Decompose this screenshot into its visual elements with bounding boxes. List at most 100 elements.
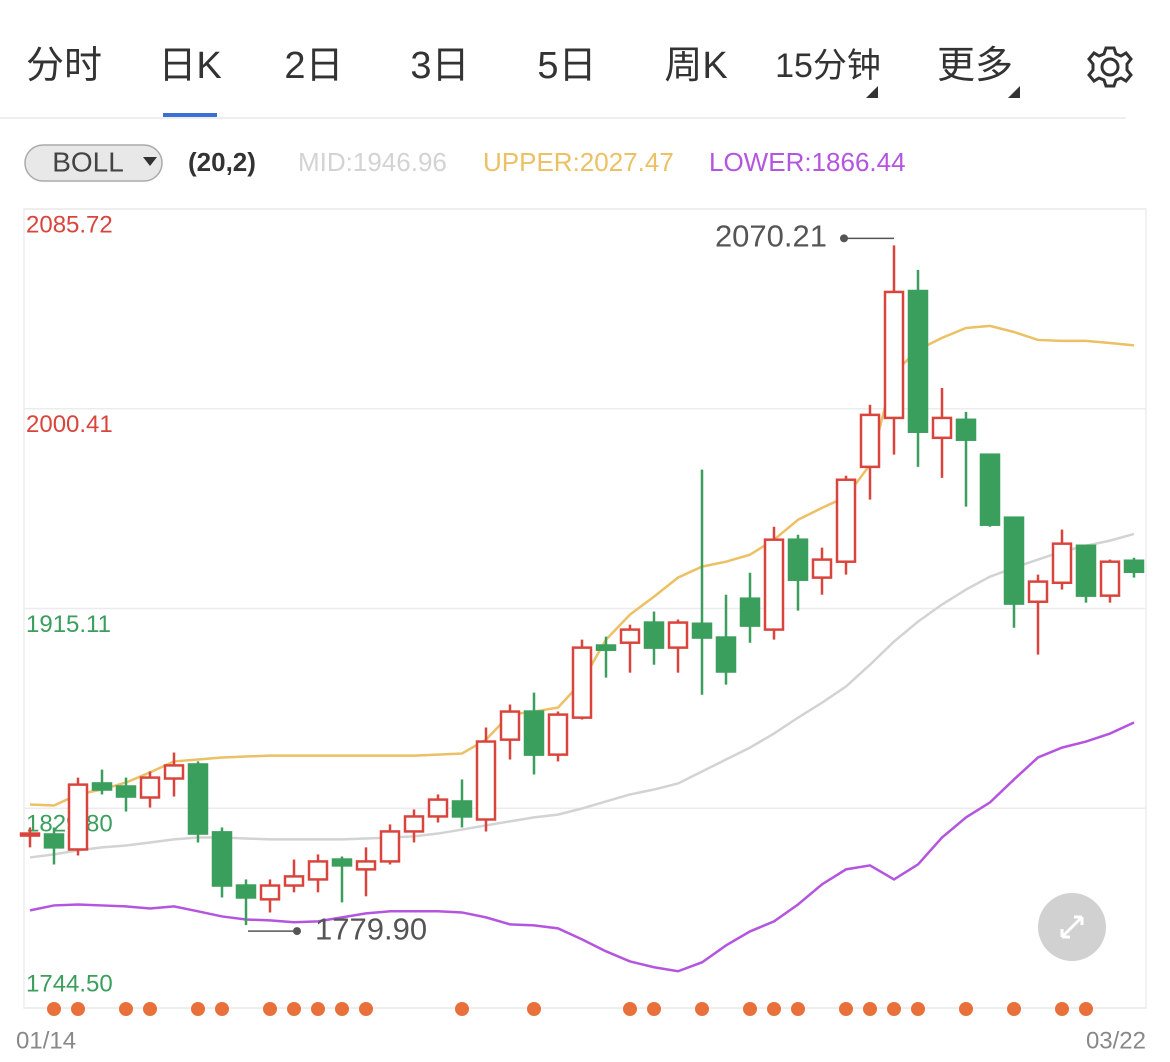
candle-body	[979, 453, 1001, 526]
min-dot	[293, 927, 301, 936]
max-dot	[840, 234, 848, 243]
max-label: 2070.21	[715, 219, 827, 254]
y-tick-label: 1744.50	[26, 970, 113, 997]
x-tick-label: 01/14	[16, 1027, 76, 1054]
candle-body	[523, 710, 545, 756]
candle-body	[379, 830, 401, 863]
candle-body	[955, 418, 977, 441]
y-tick-label: 2085.72	[26, 211, 113, 238]
candle-body	[91, 782, 113, 791]
signal-marker	[527, 1002, 541, 1016]
signal-marker	[191, 1002, 205, 1016]
candle-body	[235, 884, 257, 899]
candle-body	[667, 621, 689, 649]
candle-body	[763, 538, 785, 631]
candle-body	[691, 622, 713, 639]
candle-body	[1051, 542, 1073, 585]
signal-marker	[1055, 1002, 1069, 1016]
candle-body	[451, 800, 473, 818]
legend-entry: MID:1946.96	[298, 147, 447, 177]
tab[interactable]: 更多	[937, 45, 1013, 87]
tab[interactable]: 日K	[158, 45, 221, 87]
boll-line	[29, 721, 1135, 973]
signal-marker	[695, 1002, 709, 1016]
candle-body	[475, 740, 497, 821]
signal-marker	[887, 1002, 901, 1016]
signal-marker	[47, 1002, 61, 1016]
candle-body	[1123, 559, 1145, 574]
candle-body	[211, 831, 233, 887]
signal-marker	[623, 1002, 637, 1016]
signal-marker	[359, 1002, 373, 1016]
candle-body	[115, 785, 137, 798]
signal-marker	[791, 1002, 805, 1016]
signal-marker	[1007, 1002, 1021, 1016]
candle-body	[499, 710, 521, 741]
indicator-selector[interactable]: BOLL	[24, 144, 163, 182]
fullscreen-icon	[1060, 915, 1084, 939]
candle-body	[1099, 560, 1121, 597]
candle-body	[283, 875, 305, 887]
candle-body	[427, 798, 449, 818]
y-tick-label: 2000.41	[26, 411, 113, 438]
signal-marker	[335, 1002, 349, 1016]
gear-center	[1100, 57, 1120, 77]
signal-marker	[767, 1002, 781, 1016]
candle-body	[643, 621, 665, 649]
candle-body	[715, 636, 737, 673]
candle-body	[403, 815, 425, 833]
tab-bar: 分时 日K 2日 3日 5日 周K 15分钟 更多	[26, 45, 1020, 117]
candle-body	[1003, 516, 1025, 605]
candle-body	[739, 597, 761, 627]
candle-body	[883, 290, 905, 420]
fullscreen-button[interactable]	[1038, 893, 1106, 961]
indicator-pill	[24, 144, 163, 182]
candle-body	[307, 860, 329, 881]
indicator-params: (20,2)	[188, 147, 256, 177]
signal-marker	[71, 1002, 85, 1016]
active-tab-underline	[163, 113, 217, 117]
candle-body	[19, 832, 41, 837]
candle-body	[595, 644, 617, 651]
y-tick-label: 1915.11	[26, 611, 111, 638]
tab[interactable]: 15分钟	[775, 47, 881, 85]
candle-body	[259, 884, 281, 901]
candle-body	[931, 416, 953, 440]
x-tick-label: 03/22	[1086, 1027, 1146, 1054]
dropdown-corner	[1008, 86, 1020, 98]
signal-marker	[743, 1002, 757, 1016]
candle-body	[811, 558, 833, 579]
signal-marker	[119, 1002, 133, 1016]
tab[interactable]: 分时	[26, 45, 102, 87]
signal-marker	[143, 1002, 157, 1016]
tab[interactable]: 2日	[284, 45, 343, 87]
candle-body	[859, 413, 881, 469]
signal-marker	[263, 1002, 277, 1016]
legend-entry: LOWER:1866.44	[709, 147, 906, 177]
signal-marker	[287, 1002, 301, 1016]
signal-marker	[959, 1002, 973, 1016]
legend-entry: UPPER:2027.47	[483, 147, 674, 177]
tab[interactable]: 周K	[664, 45, 727, 87]
dropdown-arrow	[143, 157, 157, 166]
signal-marker	[1079, 1002, 1093, 1016]
candle-body	[571, 646, 593, 719]
plot: 2085.722000.411915.111829.801744.5001/14…	[16, 208, 1146, 1054]
candle-body	[1027, 580, 1049, 603]
tab[interactable]: 5日	[537, 45, 596, 87]
candle-body	[907, 289, 929, 433]
min-label: 1779.90	[315, 911, 427, 946]
tab[interactable]: 3日	[410, 45, 469, 87]
legend: MID:1946.96 UPPER:2027.47 LOWER:1866.44	[298, 147, 906, 177]
candle-body	[331, 858, 353, 867]
candle-body	[43, 833, 65, 849]
signal-marker	[839, 1002, 853, 1016]
signal-marker	[647, 1002, 661, 1016]
candle-body	[1075, 544, 1097, 597]
dropdown-corner	[866, 86, 878, 98]
candle-body	[67, 783, 89, 851]
settings-icon[interactable]	[1087, 46, 1133, 88]
